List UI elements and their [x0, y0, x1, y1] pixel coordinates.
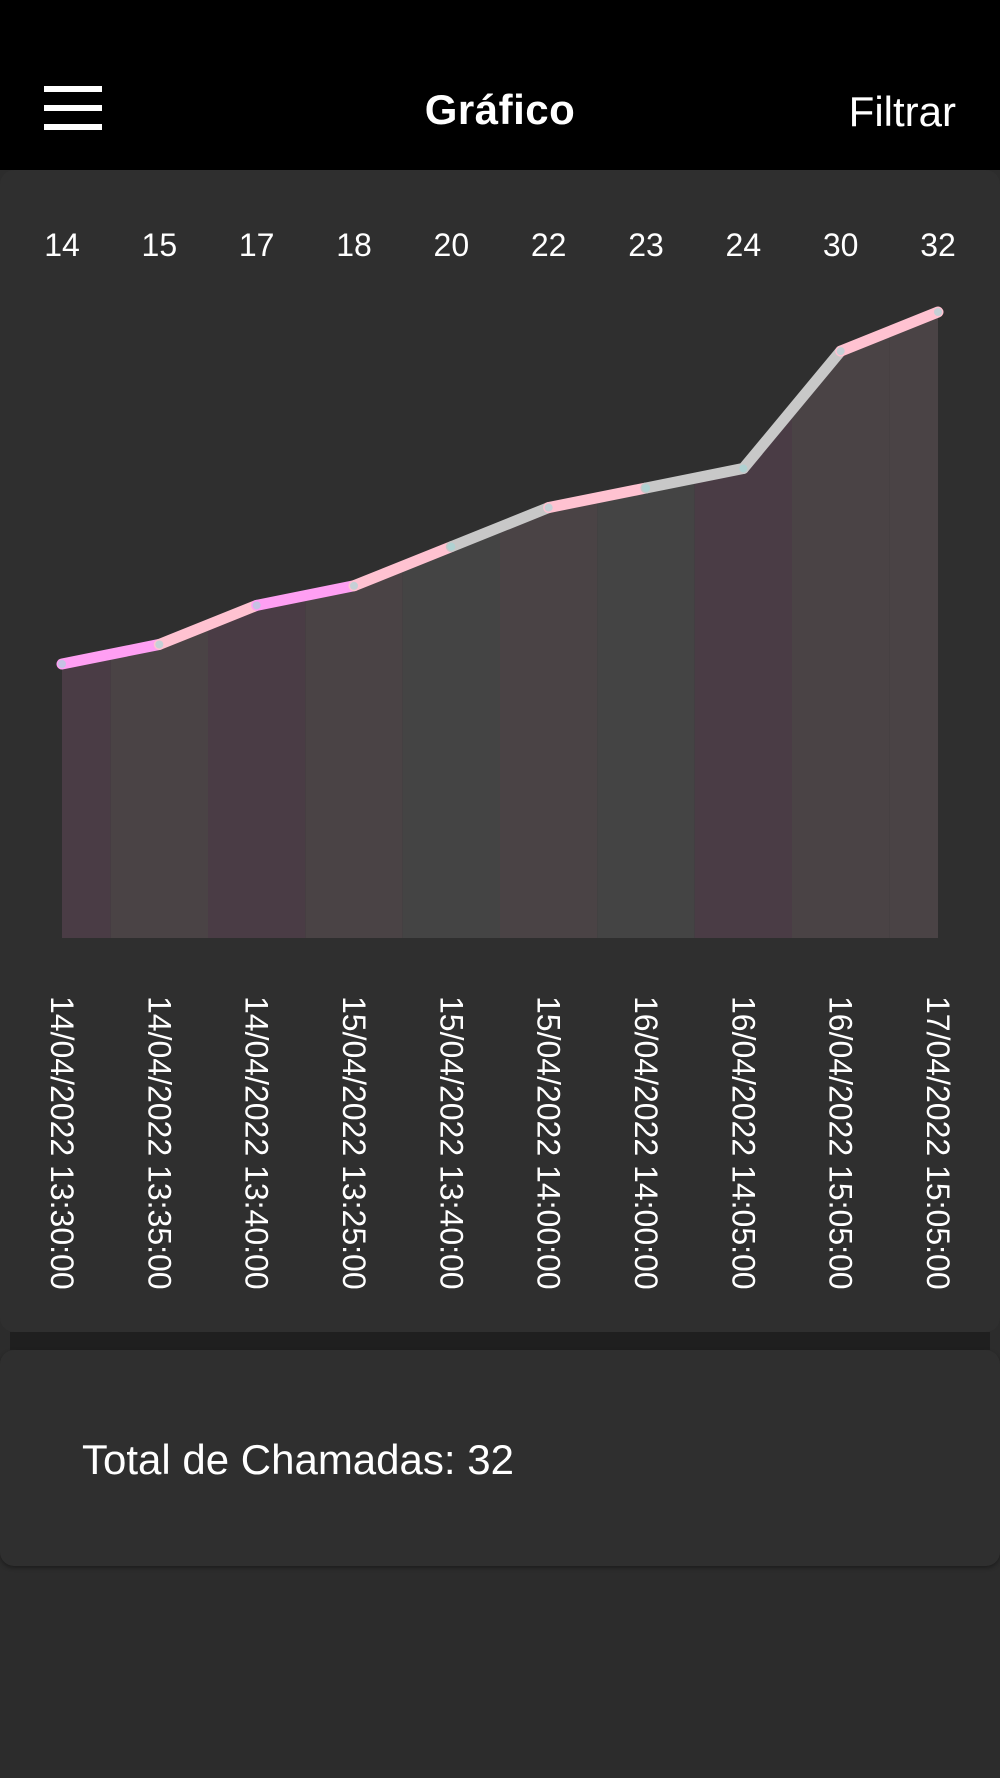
data-point: [934, 308, 942, 316]
data-point: [836, 347, 845, 356]
value-label: 15: [142, 227, 178, 263]
line-segment: [153, 599, 263, 650]
data-point: [155, 640, 164, 649]
data-point: [739, 464, 748, 473]
category-label: 14/04/2022 13:35:00: [141, 996, 177, 1290]
area-band: [500, 497, 598, 938]
value-label: 30: [823, 227, 859, 263]
data-point: [252, 601, 261, 610]
area-band: [889, 312, 938, 938]
data-point: [544, 503, 553, 512]
total-card: Total de Chamadas: 32: [0, 1350, 1000, 1566]
value-label: 24: [726, 227, 762, 263]
category-label: 16/04/2022 14:05:00: [725, 996, 761, 1290]
line-segment: [737, 345, 847, 474]
line-segment: [56, 638, 165, 670]
category-label: 15/04/2022 14:00:00: [531, 996, 567, 1290]
filter-button[interactable]: Filtrar: [848, 88, 956, 135]
area-band: [62, 654, 111, 938]
area-band: [597, 478, 695, 938]
line-area-chart: 14 15 17 18 20 22 23 24 30 32 14/04/2022 13:30:00 1…: [44, 227, 956, 1290]
value-label: 17: [239, 227, 275, 263]
line-segment: [445, 502, 555, 553]
top-navigation-bar: Gráfico Filtrar: [0, 0, 1000, 170]
divider: [10, 1332, 990, 1350]
line-segment: [251, 580, 360, 611]
value-label: 22: [531, 227, 567, 263]
area-band: [694, 409, 792, 938]
category-label: 14/04/2022 13:30:00: [44, 996, 80, 1290]
value-label: 14: [44, 227, 80, 263]
value-label: 32: [920, 227, 956, 263]
value-label: 23: [628, 227, 664, 263]
area-band: [110, 624, 208, 938]
category-label: 17/04/2022 15:05:00: [920, 996, 956, 1290]
area-band: [305, 566, 403, 938]
category-label: 16/04/2022 15:05:00: [823, 996, 859, 1290]
category-label: 14/04/2022 13:40:00: [239, 996, 275, 1290]
data-point: [447, 542, 456, 551]
area-band: [208, 595, 306, 938]
line-segment: [640, 462, 749, 494]
category-label: 16/04/2022 14:00:00: [628, 996, 664, 1290]
area-band: [792, 331, 890, 938]
line-segment: [348, 541, 457, 592]
hamburger-menu-icon[interactable]: [44, 86, 102, 130]
category-label: 15/04/2022 13:40:00: [433, 996, 469, 1290]
value-label: 20: [434, 227, 470, 263]
page-title: Gráfico: [424, 86, 576, 133]
total-calls-label: Total de Chamadas: 32: [82, 1436, 514, 1483]
value-label: 18: [336, 227, 372, 263]
line-segment: [835, 306, 944, 357]
data-point: [58, 660, 66, 668]
chart-card: 14 15 17 18 20 22 23 24 30 32 14/04/2022 13:30:00 1…: [0, 170, 1000, 1332]
line-segment: [543, 482, 652, 514]
data-point: [350, 581, 358, 590]
category-label: 15/04/2022 13:25:00: [336, 996, 372, 1290]
area-band: [402, 527, 500, 938]
data-point: [642, 484, 650, 492]
